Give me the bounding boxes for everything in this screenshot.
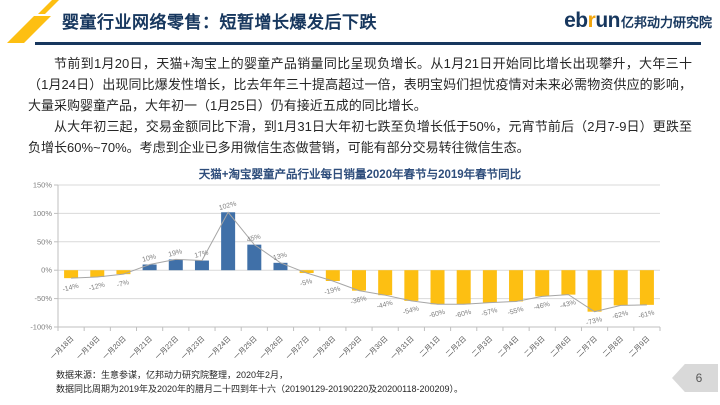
x-tick-label: 一月20日	[101, 334, 128, 361]
chart-bar	[116, 270, 131, 275]
logo-cn-text: 亿邦动力研究院	[620, 15, 712, 30]
data-label: -73%	[585, 316, 603, 327]
x-tick-label: 一月23日	[179, 334, 206, 361]
data-label: -43%	[559, 299, 577, 310]
ebrun-logo: ebrun亿邦动力研究院	[564, 9, 712, 33]
footer-period-line: 数据同比周期为2019年及2020年的腊月二十四到年十六（20190129-20…	[56, 383, 464, 394]
chart-bar	[639, 270, 654, 305]
data-label: -36%	[350, 295, 368, 306]
footer-source-line: 数据来源：生意参谋，亿邦动力研究院整理，2020年2月，	[56, 370, 289, 380]
page-number-badge: 6	[672, 364, 718, 392]
chart-bar	[273, 262, 288, 271]
chart-bar	[142, 264, 157, 271]
chart-bar	[378, 270, 393, 296]
x-tick-label: 二月8日	[601, 334, 625, 358]
logo-r: r	[587, 9, 596, 32]
chart-bar	[482, 270, 497, 303]
trend-line	[71, 211, 647, 313]
x-tick-label: 一月18日	[48, 334, 75, 361]
data-label: -54%	[402, 305, 420, 316]
footer-note: 数据来源：生意参谋，亿邦动力研究院整理，2020年2月， 数据同比周期为2019…	[56, 369, 463, 396]
data-label: -44%	[376, 300, 394, 311]
x-tick-label: 一月26日	[258, 334, 285, 361]
x-tick-label: 一月25日	[231, 334, 258, 361]
y-tick-label: -50%	[34, 294, 52, 303]
chart-bar	[325, 270, 340, 281]
x-tick-label: 二月3日	[470, 334, 494, 358]
header-divider	[35, 42, 701, 45]
data-label: -60%	[455, 309, 473, 320]
data-label: -14%	[62, 283, 80, 294]
x-tick-label: 二月9日	[627, 334, 651, 358]
x-tick-label: 一月24日	[205, 334, 232, 361]
x-tick-label: 二月7日	[575, 334, 599, 358]
x-tick-label: 二月6日	[548, 334, 572, 358]
data-label: -7%	[116, 279, 130, 289]
paragraph-2: 从大年初三起，交易金额同比下滑，到1月31日大年初七跌至负增长低于50%，元宵节…	[28, 119, 692, 155]
data-label: -62%	[612, 310, 630, 321]
slide-title: 婴童行业网络零售：短暂增长爆发后下跌	[62, 13, 377, 32]
logo-eb: eb	[564, 9, 588, 32]
data-label: -5%	[299, 278, 313, 288]
chart-bar	[90, 270, 105, 278]
paragraph-1: 节前到1月20日，天猫+淘宝上的婴童产品销量同比呈现负增长。从1月21日开始同比…	[28, 56, 692, 113]
page-number: 6	[695, 371, 703, 385]
data-label: 13%	[272, 252, 287, 262]
logo-en: ebrun	[564, 9, 620, 32]
data-label: 45%	[246, 233, 261, 243]
chart-bar	[221, 212, 236, 271]
data-label: 19%	[168, 248, 183, 258]
chart-bar	[352, 270, 366, 291]
x-tick-label: 一月29日	[336, 334, 363, 361]
chart-bar	[613, 270, 628, 306]
x-tick-label: 一月19日	[74, 334, 101, 361]
x-tick-label: 二月2日	[444, 334, 468, 358]
chart-bar	[64, 270, 79, 279]
data-label: -61%	[638, 309, 656, 320]
chart-bar	[509, 270, 524, 302]
x-tick-label: 一月21日	[127, 334, 154, 361]
data-label: -57%	[481, 307, 499, 318]
x-tick-label: 一月28日	[310, 334, 337, 361]
y-tick-label: -100%	[30, 323, 52, 332]
daily-sales-yoy-bar-chart: 150% 100% 50% 0% -50% -100% -14% -12% -7% 10% 19% 1…	[30, 181, 661, 361]
x-tick-label: 一月30日	[362, 334, 389, 361]
data-label: -55%	[507, 306, 525, 317]
chart-bar	[168, 259, 183, 271]
y-tick-label: 50%	[37, 237, 52, 246]
data-label: -19%	[324, 286, 342, 297]
data-label: -12%	[88, 282, 106, 293]
data-label: -60%	[428, 309, 446, 320]
chart-bar	[404, 270, 419, 301]
chart-bar	[247, 244, 262, 271]
chart-bar	[299, 270, 314, 274]
data-label: 102%	[218, 201, 237, 212]
chart-bar	[194, 260, 209, 271]
y-tick-label: 100%	[33, 209, 53, 218]
y-tick-label: 150%	[33, 181, 53, 190]
x-tick-label: 二月1日	[417, 334, 441, 358]
data-label: -46%	[533, 301, 551, 312]
data-label: 17%	[194, 249, 209, 259]
y-tick-label: 0%	[41, 266, 52, 275]
chart-bar	[587, 270, 602, 312]
x-tick-label: 一月31日	[388, 334, 415, 361]
x-tick-label: 二月5日	[522, 334, 546, 358]
chart-bar	[430, 270, 445, 305]
x-tick-label: 二月4日	[496, 334, 520, 358]
chart-bar	[456, 270, 471, 305]
chart-bar	[535, 270, 550, 297]
chart-bar	[561, 270, 576, 295]
body-text-block: 节前到1月20日，天猫+淘宝上的婴童产品销量同比呈现负增长。从1月21日开始同比…	[28, 53, 692, 158]
x-tick-label: 一月27日	[284, 334, 311, 361]
data-label: 10%	[142, 253, 157, 263]
chart-title: 天猫+淘宝婴童产品行业每日销量2020年春节与2019年春节同比	[198, 169, 522, 181]
x-tick-label: 一月22日	[153, 334, 180, 361]
slash-logo-icon	[7, 0, 59, 43]
logo-un: un	[595, 9, 620, 32]
